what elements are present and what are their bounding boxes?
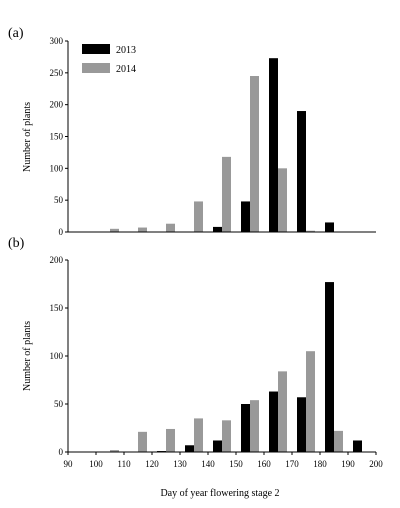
panel-b: (b) Number of plants 0 50 100 150 200 90 100 11… [8, 236, 383, 499]
legend-label-2013: 2013 [116, 45, 136, 56]
y-tick-label-a-250: 250 [50, 68, 64, 78]
bar-a-2014-105 [110, 228, 119, 232]
bar-b-2013-185 [325, 282, 334, 452]
bar-b-2014-115 [138, 431, 147, 452]
x-tick-label-150: 150 [229, 459, 243, 469]
bar-a-2014-125 [166, 223, 175, 232]
y-tick-label-b-150: 150 [50, 303, 64, 313]
bar-a-2013-175 [297, 111, 306, 232]
panel-b-y-axis-title: Number of plants [22, 321, 33, 391]
x-tick-label-140: 140 [201, 459, 215, 469]
bar-b-2014-145 [222, 420, 231, 452]
y-tick-label-a-0: 0 [59, 227, 64, 237]
bar-a-2014-115 [138, 227, 147, 232]
bar-a-2014-165 [278, 168, 287, 232]
bar-b-2014-165 [278, 371, 287, 452]
bar-b-2014-155 [250, 400, 259, 452]
y-tick-label-b-50: 50 [54, 399, 64, 409]
bar-a-2014-135 [194, 201, 203, 232]
bar-b-2014-125 [166, 428, 175, 452]
y-tick-label-a-200: 200 [50, 100, 64, 110]
x-tick-label-170: 170 [285, 459, 299, 469]
bar-b-2014-175 [306, 351, 315, 452]
x-tick-label-90: 90 [64, 459, 74, 469]
bar-b-2013-145 [213, 440, 222, 452]
x-axis-title: Day of year flowering stage 2 [160, 488, 279, 499]
y-tick-label-b-100: 100 [50, 351, 64, 361]
bar-b-2014-185 [334, 430, 343, 452]
bar-a-2013-165 [269, 58, 278, 232]
panel-a-axes: 0 50 100 150 200 250 300 [50, 36, 376, 237]
bar-a-2013-185 [325, 222, 334, 232]
x-tick-label-100: 100 [89, 459, 103, 469]
panel-b-label: (b) [8, 236, 25, 251]
panel-a: (a) Number of plants 050100150200250300 … [8, 26, 376, 237]
panel-b-axes: 0 50 100 150 200 90 100 110 120 130 140 150 160 170 18… [50, 255, 384, 469]
bar-a-2013-155 [241, 201, 250, 232]
x-tick-label-200: 200 [369, 459, 383, 469]
bar-a-2014-155 [250, 76, 259, 233]
panel-a-y-axis-title: Number of plants [22, 102, 33, 172]
x-tick-label-130: 130 [173, 459, 187, 469]
bar-b-2013-165 [269, 391, 278, 452]
y-tick-label-a-100: 100 [50, 163, 64, 173]
x-tick-label-120: 120 [145, 459, 159, 469]
bar-b-2013-155 [241, 404, 250, 452]
bar-b-2013-135 [185, 445, 194, 452]
panel-a-label: (a) [8, 26, 24, 41]
y-tick-label-b-200: 200 [50, 255, 64, 265]
bar-b-2013-175 [297, 397, 306, 452]
bar-b-2014-135 [194, 418, 203, 452]
y-tick-label-a-300: 300 [50, 36, 64, 46]
bar-a-2014-175 [306, 230, 315, 232]
x-tick-label-190: 190 [341, 459, 355, 469]
legend-swatch-2014 [82, 63, 110, 73]
x-tick-label-110: 110 [117, 459, 131, 469]
bar-a-2014-145 [222, 156, 231, 232]
panel-a-bars [110, 58, 334, 233]
bar-b-2014-105 [110, 450, 119, 452]
legend-label-2014: 2014 [116, 64, 136, 75]
legend-swatch-2013 [82, 44, 110, 54]
bar-a-2013-145 [213, 226, 222, 232]
bar-b-2013-195 [353, 440, 362, 452]
y-tick-label-b-0: 0 [59, 447, 64, 457]
y-tick-label-a-150: 150 [50, 132, 64, 142]
y-tick-label-a-50: 50 [54, 195, 64, 205]
panel-b-bars [110, 282, 362, 452]
x-tick-label-180: 180 [313, 459, 327, 469]
panel-a-legend: 2013 2014 [82, 44, 136, 75]
x-tick-label-160: 160 [257, 459, 271, 469]
